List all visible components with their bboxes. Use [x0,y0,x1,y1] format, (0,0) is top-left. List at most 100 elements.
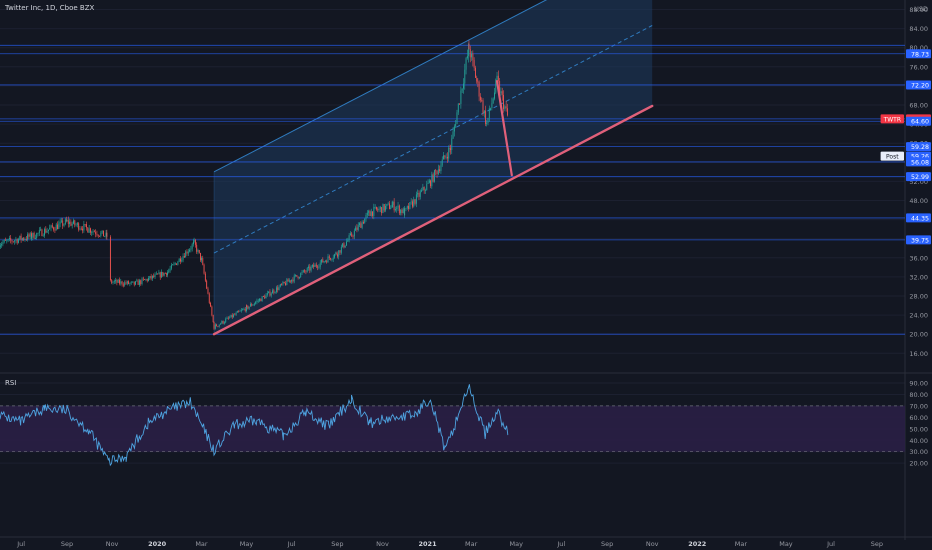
candle-body [62,220,64,226]
candle-body [287,279,289,282]
candle-body [167,272,168,276]
price-label-text: 59.26 [911,154,929,161]
candle-body [270,293,272,296]
candle-body [400,209,402,214]
trend-lines[interactable] [212,80,654,336]
candle-body [117,279,119,283]
price-tick-label: 68.00 [909,102,928,110]
candle-body [25,239,27,240]
candle-body [251,304,253,306]
candle-body [111,280,113,283]
candle-body [427,182,429,184]
time-axis[interactable]: Jul Sep Nov 2020 Mar May Jul Sep Nov 2021 Mar May Ju… [0,536,932,548]
candle-body [116,280,118,283]
candle-body [91,232,93,234]
candle-body [102,230,104,237]
candle-body [206,280,208,289]
candle-body [38,230,40,233]
candle-body [349,233,351,236]
candle-body [113,281,115,283]
candle-body [119,279,120,284]
candle-body [196,244,198,252]
candle-body [27,234,29,240]
candle-body [405,207,407,209]
candle-body [256,300,258,303]
candle-body [404,208,406,216]
candle-body [409,202,411,209]
candle-body [283,281,285,284]
candle-body [324,260,326,262]
candle-body [33,232,35,239]
rsi-tick-label: 50.00 [909,425,928,433]
price-label-box [906,157,931,167]
candle-body [468,43,470,57]
candle-body [92,231,94,233]
candle-body [297,276,299,279]
candle-body [406,206,408,208]
candle-body [125,282,127,284]
candle-body [120,281,122,284]
candle-body [465,58,467,70]
candle-body [366,212,368,216]
candle-body [487,117,489,123]
candle-body [314,264,316,267]
candle-body [240,310,242,311]
candle-body [460,90,462,104]
rsi-tick-label: 90.00 [909,380,928,388]
horizontal-levels[interactable] [0,44,905,335]
candle-body [201,258,202,261]
candle-body [441,159,443,166]
price-tick-label: 36.00 [909,254,928,262]
candle-body [292,279,294,282]
candle-body [214,324,216,329]
candle-body [36,233,38,239]
candle-body [180,258,181,262]
price-label-text: 64.60 [911,119,929,126]
candle-body [450,148,451,150]
candle-body [242,309,244,311]
candle-body [394,209,396,211]
time-tick-label: Jul [16,540,25,548]
price-label-box [906,116,931,126]
candle-body [323,261,325,263]
candle-body [440,165,442,171]
candle-body [335,252,337,255]
candle-body [159,272,161,278]
rsi-tick-label: 70.00 [909,402,928,410]
candle-body [455,123,457,127]
candle-body [311,264,313,267]
candle-body [479,96,481,101]
regression-channel[interactable] [213,0,653,335]
candle-body [129,283,131,284]
candle-body [193,239,195,242]
candle-body [220,323,221,325]
candle-body [57,224,58,229]
candle-body [266,292,268,295]
candle-body [86,224,87,228]
candle-body [461,88,463,91]
candle-body [166,272,168,276]
time-tick-label: May [240,540,254,548]
candle-body [344,245,346,248]
candle-body [218,324,220,327]
candle-body [369,211,371,214]
currency-label: USD [914,5,928,13]
candle-body [135,281,136,285]
candle-body [207,288,209,294]
candle-body [361,222,363,228]
rsi-line [0,384,509,467]
price-tick-label: 16.00 [909,350,928,358]
candle-body [422,186,424,191]
candle-body [468,43,470,50]
candle-body [54,229,56,231]
candle-body [40,229,42,231]
candle-body [278,286,280,291]
candle-body [269,291,271,296]
candle-body [128,281,130,284]
price-label-prefix: Post [886,154,899,161]
candle-body [193,241,194,245]
candle-body [476,77,478,82]
candle-body [75,224,77,226]
candle-body [177,261,179,265]
